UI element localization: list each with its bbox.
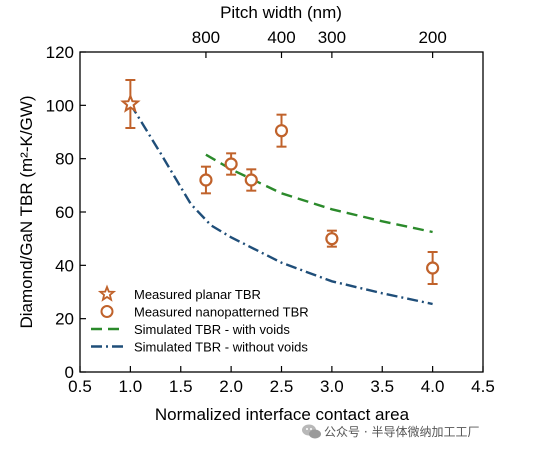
- legend-item: Measured nanopatterned TBR: [100, 305, 309, 320]
- top-tick-label: 800: [192, 28, 220, 47]
- legend: Measured planar TBR Measured nanopatterne…: [91, 284, 309, 355]
- legend-circle-marker: [100, 305, 114, 318]
- y-tick-label: 0: [65, 363, 74, 382]
- x-tick-label: 4.0: [421, 377, 445, 396]
- x-tick-label: 3.0: [320, 377, 344, 396]
- y-tick-label: 60: [55, 203, 74, 222]
- x-tick-label: 2.0: [219, 377, 243, 396]
- y-tick-label: 100: [46, 96, 74, 115]
- circle-marker: [224, 157, 238, 171]
- x-tick-label: 2.5: [270, 377, 294, 396]
- data-point: [199, 165, 213, 195]
- x-tick-label: 4.5: [471, 377, 495, 396]
- axes: 0.5 1.0 1.5 2.0 2.5 3.0 3.5 4.0 4.5 0 20 40 60 80 100 1…: [46, 28, 495, 396]
- data-point: [426, 251, 440, 285]
- x-tick-label: 1.5: [169, 377, 193, 396]
- legend-star-marker: [97, 284, 117, 302]
- data-point: [224, 152, 238, 176]
- data-point: [325, 229, 339, 248]
- legend-label: Measured planar TBR: [134, 287, 261, 302]
- y-tick-label: 120: [46, 43, 74, 62]
- legend-item: Measured planar TBR: [97, 284, 261, 302]
- series-layer: [120, 79, 440, 306]
- y-tick-label: 80: [55, 150, 74, 169]
- top-axis-label: Pitch width (nm): [220, 3, 342, 22]
- x-tick-label: 3.5: [370, 377, 394, 396]
- x-tick-label: 0.5: [68, 377, 92, 396]
- legend-item: Simulated TBR - with voids: [91, 322, 290, 337]
- x-axis-label: Normalized interface contact area: [155, 405, 410, 424]
- star-marker: [120, 93, 141, 113]
- circle-marker: [325, 232, 339, 246]
- circle-marker: [274, 124, 289, 138]
- legend-item: Simulated TBR - without voids: [91, 340, 308, 355]
- wechat-icon: [302, 424, 321, 439]
- y-tick-label: 40: [55, 256, 74, 275]
- data-point: [120, 79, 141, 129]
- top-tick-label: 400: [267, 28, 295, 47]
- watermark: 公众号 · 半导体微纳加工工厂: [302, 424, 479, 439]
- circle-marker: [426, 261, 440, 275]
- legend-label: Simulated TBR - with voids: [134, 322, 290, 337]
- top-tick-label: 300: [318, 28, 346, 47]
- circle-marker: [199, 173, 213, 187]
- data-point: [274, 113, 289, 148]
- y-axis-label: Diamond/GaN TBR (m²-K/GW): [17, 96, 36, 329]
- watermark-text: 公众号 · 半导体微纳加工工厂: [324, 425, 479, 439]
- circle-marker: [244, 173, 258, 187]
- top-tick-label: 200: [418, 28, 446, 47]
- legend-label: Measured nanopatterned TBR: [134, 305, 309, 320]
- data-point: [244, 168, 258, 192]
- legend-label: Simulated TBR - without voids: [134, 340, 308, 355]
- series-line: [129, 103, 433, 306]
- x-tick-label: 1.0: [119, 377, 143, 396]
- series-line: [205, 153, 433, 234]
- y-tick-label: 20: [55, 310, 74, 329]
